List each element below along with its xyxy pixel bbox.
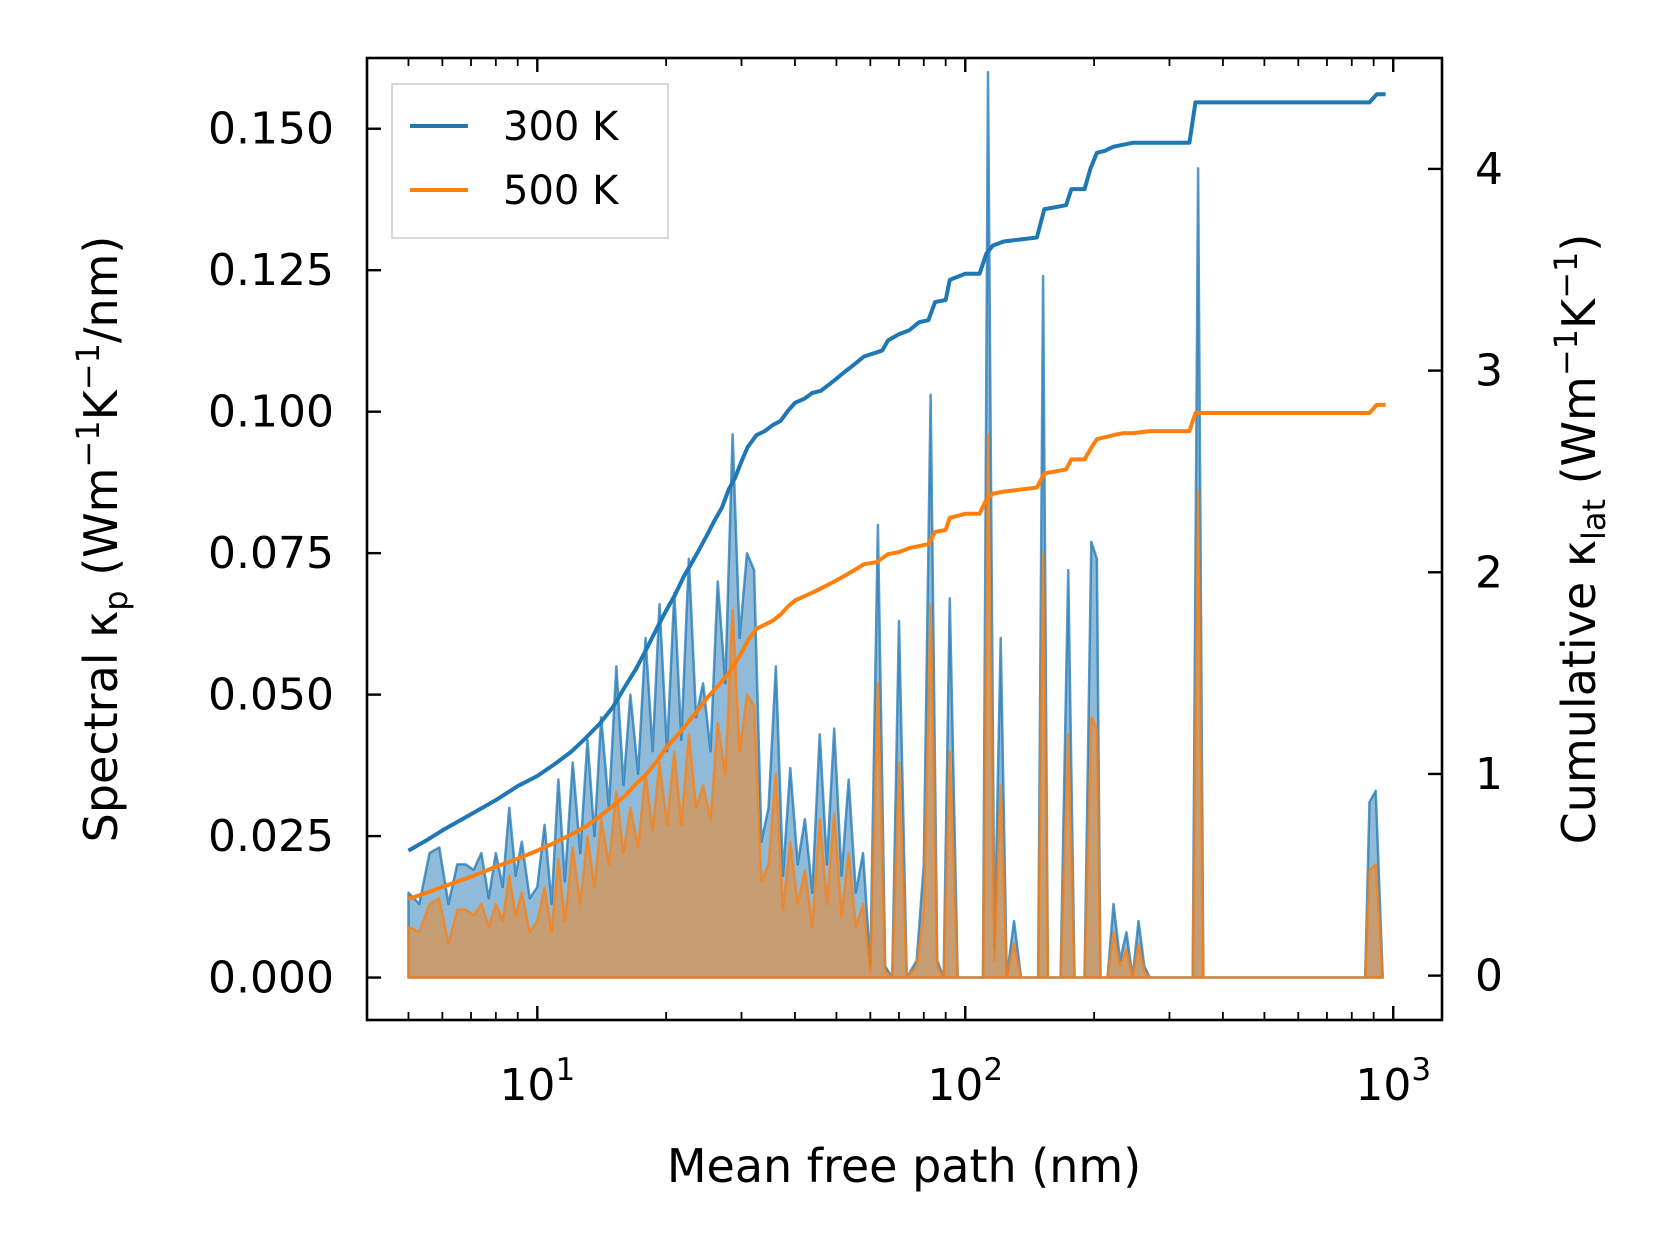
x-tick-label-exp: 2: [983, 1052, 1003, 1088]
x-tick-label-exp: 1: [555, 1052, 575, 1088]
legend-label-500k: 500 K: [503, 168, 620, 214]
y-tick-label: 0.000: [208, 953, 334, 1004]
y-axis-title-sup1: −1: [69, 420, 107, 467]
y2-axis-title: Cumulative κlat (Wm−1K−1): [1547, 234, 1613, 845]
legend-label-300k: 300 K: [503, 104, 620, 150]
y2-axis-title-unit-pre: (Wm: [1552, 376, 1606, 499]
y2-axis-title-sub: lat: [1575, 499, 1613, 540]
y-tick-label: 0.100: [208, 387, 334, 438]
y-tick-label: 0.125: [208, 245, 334, 296]
x-tick-label: 102: [927, 1052, 1003, 1111]
y-axis-title-sup2: −1: [69, 343, 107, 390]
spectral-area-300k: [407, 70, 1384, 979]
x-tick-label: 103: [1355, 1052, 1431, 1111]
y-axis-right: 0 1 2 3 4: [1428, 144, 1503, 1002]
y-tick-label: 0.050: [208, 670, 334, 721]
y-tick-label: 0.150: [208, 104, 334, 155]
y2-tick-label: 2: [1475, 547, 1503, 598]
y-axis-left: 0.000 0.025 0.050 0.075 0.100 0.125 0.150: [208, 104, 381, 1004]
cumulative-line-500k: [407, 402, 1386, 901]
plot-frame: [365, 56, 1444, 1022]
spectral-fills: [407, 70, 1384, 979]
x-tick-label-base: 10: [499, 1060, 555, 1111]
cumulative-line-300k: [407, 92, 1386, 853]
y-tick-label: 0.075: [208, 528, 334, 579]
y2-axis-title-main: Cumulative κ: [1552, 540, 1606, 844]
y2-axis-title-sup2: −1: [1547, 252, 1585, 299]
y-axis-title: Spectral κp (Wm−1K−1/nm): [69, 236, 135, 843]
y-axis-title-unit-mid: K: [74, 388, 128, 420]
y2-axis-title-sup1: −1: [1547, 329, 1585, 376]
spectral-area-500k: [407, 433, 1384, 979]
y2-tick-label: 3: [1475, 346, 1503, 397]
y-axis-title-unit-pre: (Wm: [74, 468, 128, 591]
x-tick-label-base: 10: [1355, 1060, 1411, 1111]
x-tick-label-exp: 3: [1411, 1052, 1431, 1088]
y-tick-label: 0.025: [208, 811, 334, 862]
x-tick-label-base: 10: [927, 1060, 983, 1111]
y-axis-title-sub: p: [97, 590, 135, 610]
x-axis: 101 102 103: [366, 58, 1431, 1111]
y-axis-title-unit-post: /nm): [74, 236, 128, 343]
y-axis-title-main: Spectral κ: [74, 611, 128, 843]
cumulative-lines: [407, 92, 1386, 901]
y2-tick-label: 1: [1475, 749, 1503, 800]
x-tick-label: 101: [499, 1052, 575, 1111]
y2-axis-title-unit-mid: K: [1552, 297, 1606, 329]
legend: 300 K 500 K: [391, 83, 669, 239]
y2-tick-label: 0: [1475, 951, 1503, 1002]
x-axis-title: Mean free path (nm): [667, 1139, 1141, 1193]
legend-box: [391, 83, 669, 239]
y2-tick-label: 4: [1475, 144, 1503, 195]
y2-axis-title-unit-post: ): [1552, 234, 1606, 252]
